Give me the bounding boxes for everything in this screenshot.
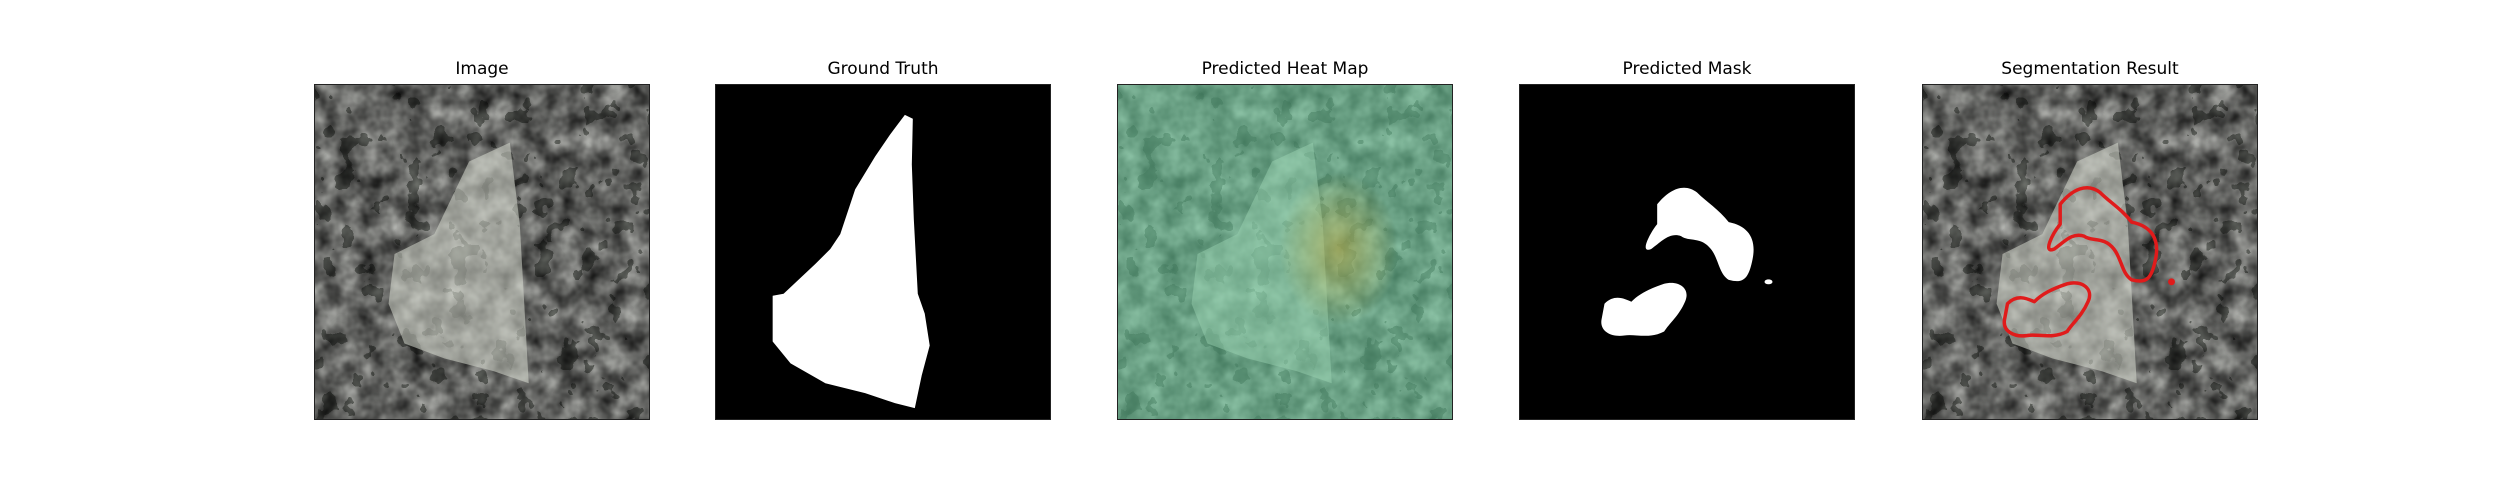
input-image bbox=[314, 84, 650, 420]
result-panel: Segmentation Result bbox=[1922, 56, 2258, 420]
ground-truth-mask bbox=[715, 84, 1051, 420]
panel-title: Predicted Mask bbox=[1622, 59, 1752, 79]
image-panel: Image bbox=[314, 56, 650, 420]
panel-title: Predicted Heat Map bbox=[1201, 59, 1369, 79]
predicted-mask bbox=[1519, 84, 1855, 420]
predicted-heat-map bbox=[1117, 84, 1453, 420]
ground-truth-panel: Ground Truth bbox=[715, 56, 1051, 420]
panel-title: Image bbox=[455, 59, 509, 79]
heat-map-panel: Predicted Heat Map bbox=[1117, 56, 1453, 420]
segmentation-result bbox=[1922, 84, 2258, 420]
mask-panel: Predicted Mask bbox=[1519, 56, 1855, 420]
panel-title: Ground Truth bbox=[827, 59, 939, 79]
panel-title: Segmentation Result bbox=[2001, 59, 2179, 79]
